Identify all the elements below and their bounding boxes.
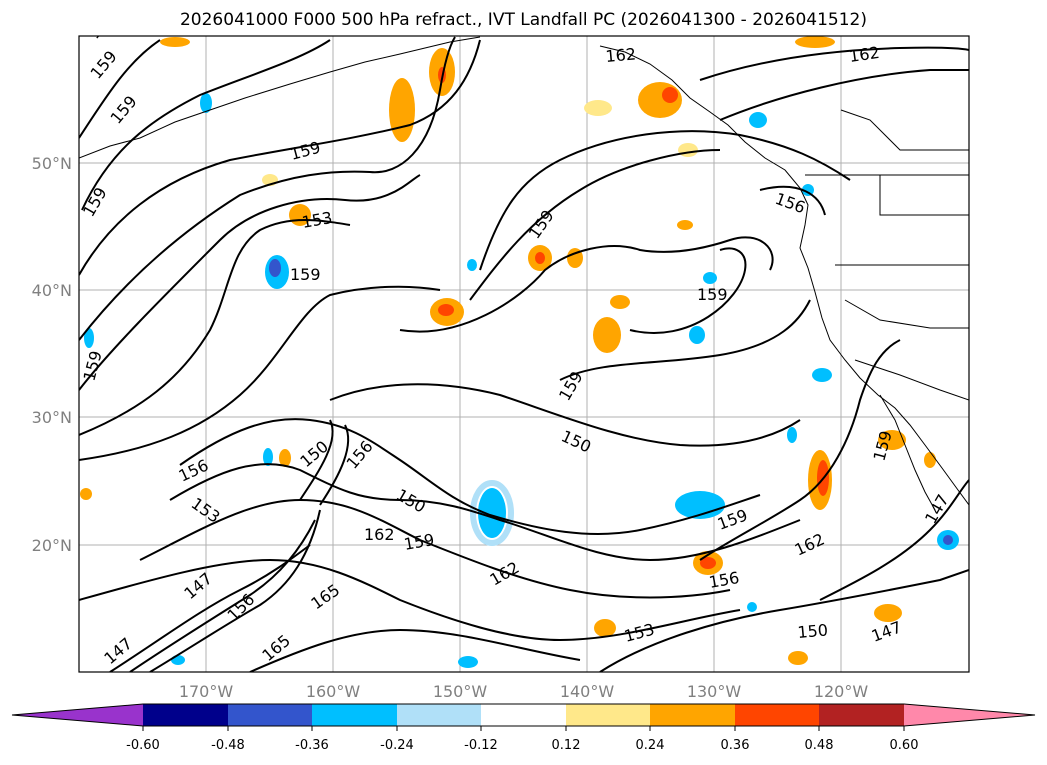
contour-label: 159 [290, 265, 321, 284]
colorbar-segment [481, 704, 566, 726]
contour-label: 162 [848, 43, 881, 66]
colorbar-tick-label: -0.12 [464, 738, 498, 753]
colorbar-segment [566, 704, 650, 726]
lon-tick-label: 150°W [433, 682, 488, 701]
colorbar-tick-label: 0.12 [552, 738, 581, 753]
colorbar-tick-label: -0.36 [295, 738, 329, 753]
contour-label: 159 [85, 7, 119, 43]
lat-tick-label: 30°N [32, 408, 72, 427]
contour-label: 150 [797, 620, 829, 642]
lon-tick-label: 140°W [560, 682, 615, 701]
colorbar-tick-labels: -0.60 -0.48 -0.36 -0.24 -0.12 0.12 0.24 … [126, 738, 918, 753]
lon-tick-label: 120°W [814, 682, 869, 701]
lon-tick-label: 130°W [687, 682, 742, 701]
colorbar-tick-label: 0.60 [890, 738, 919, 753]
contour-label: 162 [605, 44, 637, 66]
colorbar-segment [819, 704, 904, 726]
colorbar-tick-label: -0.24 [380, 738, 414, 753]
contour-label: 162 [364, 525, 395, 544]
lat-tick-label: 50°N [32, 154, 72, 173]
negative-anomaly-blobs [84, 93, 959, 668]
lat-tick-labels: 50°N 40°N 30°N 20°N [32, 154, 72, 555]
lat-tick-label: 20°N [32, 536, 72, 555]
colorbar: -0.60 -0.48 -0.36 -0.24 -0.12 0.12 0.24 … [11, 703, 1036, 753]
contour-label: 159 [697, 285, 728, 304]
plot-frame [78, 35, 970, 673]
colorbar-segment [228, 704, 312, 726]
colorbar-tick-label: 0.36 [721, 738, 750, 753]
colorbar-segment [397, 704, 481, 726]
colorbar-segment [735, 704, 819, 726]
lon-tick-labels: 170°W 160°W 150°W 140°W 130°W 120°W [179, 682, 869, 701]
colorbar-segment [650, 704, 735, 726]
refractivity-contours [79, 36, 969, 672]
colorbar-segment [312, 704, 397, 726]
colorbar-segment [143, 704, 228, 726]
lon-tick-label: 160°W [306, 682, 361, 701]
lat-tick-label: 40°N [32, 281, 72, 300]
coastlines [79, 36, 969, 511]
colorbar-tick-label: 0.48 [805, 738, 834, 753]
colorbar-tick-label: -0.48 [211, 738, 245, 753]
colorbar-tick-label: 0.24 [636, 738, 665, 753]
colorbar-extend-min [12, 704, 143, 726]
colorbar-extend-max [904, 704, 1035, 726]
map-title: 2026041000 F000 500 hPa refract., IVT La… [179, 10, 867, 30]
lon-tick-label: 170°W [179, 682, 234, 701]
map-plot-area[interactable]: 159 159 159 159 153 159 159 162 162 159 … [79, 7, 969, 672]
colorbar-tick-label: -0.60 [126, 738, 160, 753]
